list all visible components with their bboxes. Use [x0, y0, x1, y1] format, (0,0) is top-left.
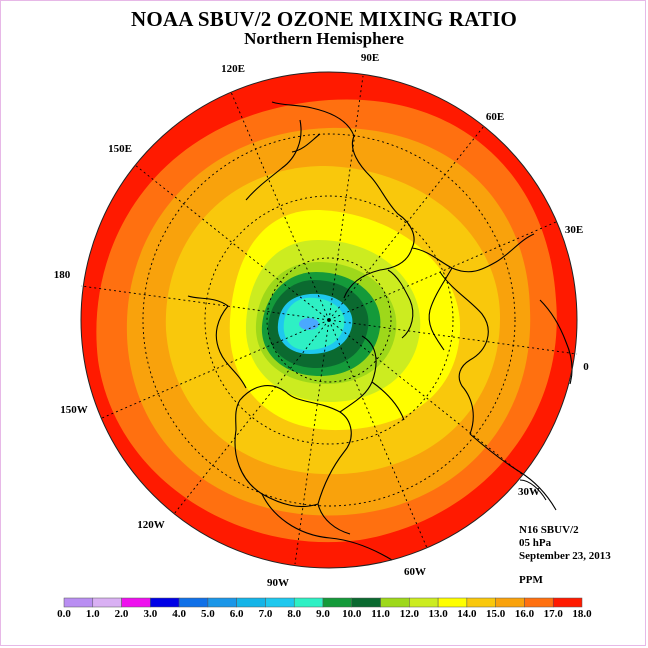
colorbar-tick-label: 9.0	[316, 608, 330, 620]
colorbar-swatch	[380, 597, 410, 608]
colorbar-swatch	[409, 597, 439, 608]
lon-label-60e: 60E	[486, 111, 504, 123]
colorbar	[63, 597, 583, 608]
colorbar-tick-label: 16.0	[514, 608, 535, 620]
colorbar-tick-label: 0.0	[57, 608, 71, 620]
colorbar-tick-label: 11.0	[371, 608, 390, 620]
colorbar-tick-label: 1.0	[85, 608, 100, 620]
colorbar-tick-label: 15.0	[486, 608, 506, 620]
lon-label-120w: 120W	[137, 519, 165, 531]
lon-label-60w: 60W	[404, 566, 426, 578]
lon-label-30w: 30W	[518, 486, 540, 498]
colorbar-tick-label: 14.0	[457, 608, 477, 620]
colorbar-swatch	[495, 597, 525, 608]
colorbar-tick-label: 6.0	[229, 608, 244, 620]
lon-label-90e: 90E	[361, 52, 379, 64]
lon-label-0: 0	[583, 361, 589, 373]
colorbar-swatch	[524, 597, 554, 608]
lon-label-180: 180	[54, 269, 71, 281]
colorbar-swatch	[121, 597, 151, 608]
colorbar-tick-label: 13.0	[428, 608, 448, 620]
colorbar-swatch	[466, 597, 496, 608]
longitude-labels: 90E 60E 30E 0 30W 60W 90W 120W 150W 180 …	[54, 52, 590, 589]
date-label: September 23, 2013	[519, 550, 611, 562]
units-label: PPM	[519, 574, 543, 586]
colorbar-tick-label: 17.0	[543, 608, 563, 620]
lon-label-150e: 150E	[108, 143, 132, 155]
lon-label-120e: 120E	[221, 63, 245, 75]
instrument-label: N16 SBUV/2	[519, 524, 579, 536]
colorbar-tick-label: 4.0	[172, 608, 186, 620]
colorbar-tick-label: 12.0	[399, 608, 419, 620]
colorbar-swatch	[437, 597, 468, 608]
colorbar-tick-label: 3.0	[143, 608, 158, 620]
colorbar-swatch	[207, 597, 237, 608]
colorbar-swatch	[552, 597, 583, 608]
lon-label-150w: 150W	[60, 404, 88, 416]
graticule	[80, 75, 578, 565]
figure-title: NOAA SBUV/2 OZONE MIXING RATIO	[131, 7, 517, 31]
colorbar-swatch	[150, 597, 180, 608]
colorbar-swatch	[63, 597, 94, 608]
colorbar-swatch	[322, 597, 353, 608]
colorbar-tick-label: 2.0	[114, 608, 129, 620]
pressure-level-label: 05 hPa	[519, 537, 552, 549]
lon-label-30e: 30E	[565, 224, 583, 236]
colorbar-swatch	[351, 597, 381, 608]
colorbar-swatch	[265, 597, 295, 608]
colorbar-swatch	[92, 597, 122, 608]
colorbar-tick-label: 5.0	[201, 608, 215, 620]
colorbar-tick-label: 7.0	[258, 608, 273, 620]
colorbar-tick-label: 18.0	[572, 608, 592, 620]
colorbar-tick-label: 10.0	[342, 608, 362, 620]
field-peak	[299, 318, 319, 330]
map-boundary	[80, 71, 578, 569]
figure-subtitle: Northern Hemisphere	[244, 29, 404, 48]
colorbar-swatch	[293, 597, 324, 608]
lon-label-90w: 90W	[267, 577, 289, 589]
colorbar-tick-label: 8.0	[287, 608, 302, 620]
colorbar-swatch	[236, 597, 266, 608]
colorbar-swatch	[178, 597, 209, 608]
